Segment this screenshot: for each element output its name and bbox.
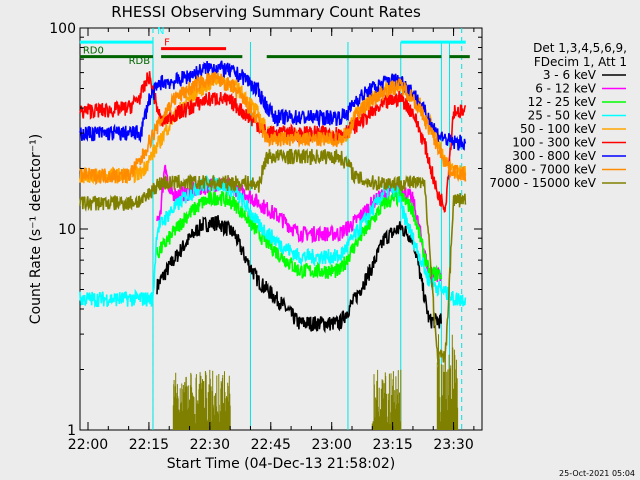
x-tick-label: 23:00 bbox=[312, 437, 352, 453]
x-tick-label: 22:45 bbox=[251, 437, 291, 453]
series-line-12-25-kev bbox=[156, 187, 442, 282]
x-tick-label: 22:00 bbox=[68, 437, 108, 453]
x-axis-label: Start Time (04-Dec-13 21:58:02) bbox=[167, 456, 395, 472]
flag-label-rdb: RDB bbox=[129, 56, 151, 67]
legend-label-6-12-kev: 6 - 12 keV bbox=[535, 82, 597, 96]
x-tick-label: 23:30 bbox=[433, 437, 473, 453]
x-axis: 22:00 22:15 22:30 22:45 23:00 23:15 23:30 bbox=[68, 28, 475, 453]
y-tick-label: 10 bbox=[58, 222, 76, 238]
x-tick-label: 22:30 bbox=[190, 437, 230, 453]
series-lines bbox=[79, 60, 467, 430]
burst-region-7000-15000-kev bbox=[436, 334, 459, 430]
legend-label-800-7000-kev: 800 - 7000 keV bbox=[505, 163, 597, 177]
legend-label-50-100-kev: 50 - 100 keV bbox=[520, 122, 597, 136]
legend-header-line-2: FDecim 1, Att 1 bbox=[534, 55, 627, 69]
legend: Det 1,3,4,5,6,9, FDecim 1, Att 1 3 - 6 k… bbox=[489, 41, 627, 190]
legend-label-300-800-kev: 300 - 800 keV bbox=[512, 149, 596, 163]
x-tick-label: 23:15 bbox=[372, 437, 412, 453]
legend-label-12-25-kev: 12 - 25 keV bbox=[528, 95, 597, 109]
y-tick-label: 1 bbox=[67, 423, 76, 439]
x-tick-label: 22:15 bbox=[129, 437, 169, 453]
legend-label-100-300-kev: 100 - 300 keV bbox=[512, 136, 596, 150]
series-line-7000-15000-kev bbox=[79, 148, 467, 365]
y-tick-label: 100 bbox=[49, 21, 76, 37]
plot-area: NF RD0 RDB bbox=[79, 26, 483, 431]
series-line-25-50-kev bbox=[79, 174, 467, 309]
burst-region-7000-15000-kev bbox=[172, 369, 231, 430]
flag-label-f: F bbox=[164, 38, 170, 49]
series-line-3-6-kev bbox=[156, 215, 442, 334]
chart-title: RHESSI Observing Summary Count Rates bbox=[111, 3, 421, 21]
legend-label-7000-15000-kev: 7000 - 15000 keV bbox=[489, 176, 596, 190]
y-axis: 1 10 100 bbox=[49, 21, 482, 439]
legend-header-line-1: Det 1,3,4,5,6,9, bbox=[533, 41, 627, 55]
legend-label-3-6-kev: 3 - 6 keV bbox=[543, 68, 597, 82]
legend-label-25-50-kev: 25 - 50 keV bbox=[528, 109, 597, 123]
series-line-800-7000-kev bbox=[79, 71, 467, 186]
flag-label-n: N bbox=[157, 26, 164, 37]
flag-bars: NF RD0 RDB bbox=[79, 26, 470, 67]
series-line-300-800-kev bbox=[79, 60, 467, 151]
y-axis-label: Count Rate (s⁻¹ detector⁻¹) bbox=[28, 134, 44, 324]
timestamp-label: 25-Oct-2021 05:04 bbox=[559, 469, 635, 478]
flag-label-rd0: RD0 bbox=[83, 46, 104, 57]
